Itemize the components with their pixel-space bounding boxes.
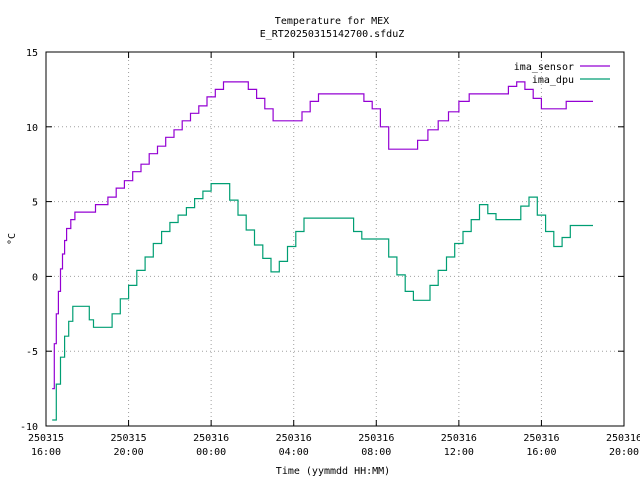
- x-tick-date: 250316: [193, 433, 229, 444]
- x-tick-date: 250316: [606, 433, 640, 444]
- x-tick-time: 04:00: [279, 447, 309, 458]
- y-tick-label: 5: [32, 198, 38, 209]
- x-tick-time: 08:00: [361, 447, 391, 458]
- chart-subtitle: E_RT20250315142700.sfduZ: [260, 29, 405, 40]
- x-axis-label: Time (yymmdd HH:MM): [276, 466, 390, 477]
- y-tick-label: -5: [26, 347, 38, 358]
- x-tick-time: 16:00: [31, 447, 61, 458]
- x-tick-time: 20:00: [609, 447, 639, 458]
- y-axis: -10 -5 0 5 10 15: [20, 48, 624, 433]
- series-line-ima-dpu: [52, 183, 593, 421]
- legend-label: ima_sensor: [514, 62, 574, 73]
- series-line-ima-sensor: [52, 81, 593, 390]
- x-axis: 250315 16:00 250315 20:00 250316 00:00 250316 0…: [28, 52, 640, 458]
- grid-lines: [46, 52, 624, 426]
- x-tick-time: 20:00: [114, 447, 144, 458]
- chart-title: Temperature for MEX: [275, 16, 389, 27]
- x-tick-date: 250315: [28, 433, 64, 444]
- x-tick-time: 16:00: [526, 447, 556, 458]
- y-axis-label: °C: [7, 233, 18, 245]
- y-tick-label: 10: [26, 123, 38, 134]
- legend-label: ima_dpu: [532, 75, 574, 86]
- y-tick-label: 15: [26, 48, 38, 59]
- x-tick-date: 250316: [276, 433, 312, 444]
- legend: ima_sensor ima_dpu: [514, 62, 610, 86]
- series-layer: [52, 81, 593, 421]
- y-tick-label: -10: [20, 422, 38, 433]
- y-tick-label: 0: [32, 272, 38, 283]
- plot-border: [45, 51, 625, 427]
- x-tick-date: 250315: [111, 433, 147, 444]
- x-tick-time: 12:00: [444, 447, 474, 458]
- x-tick-date: 250316: [523, 433, 559, 444]
- x-tick-time: 00:00: [196, 447, 226, 458]
- x-tick-date: 250316: [441, 433, 477, 444]
- x-tick-date: 250316: [358, 433, 394, 444]
